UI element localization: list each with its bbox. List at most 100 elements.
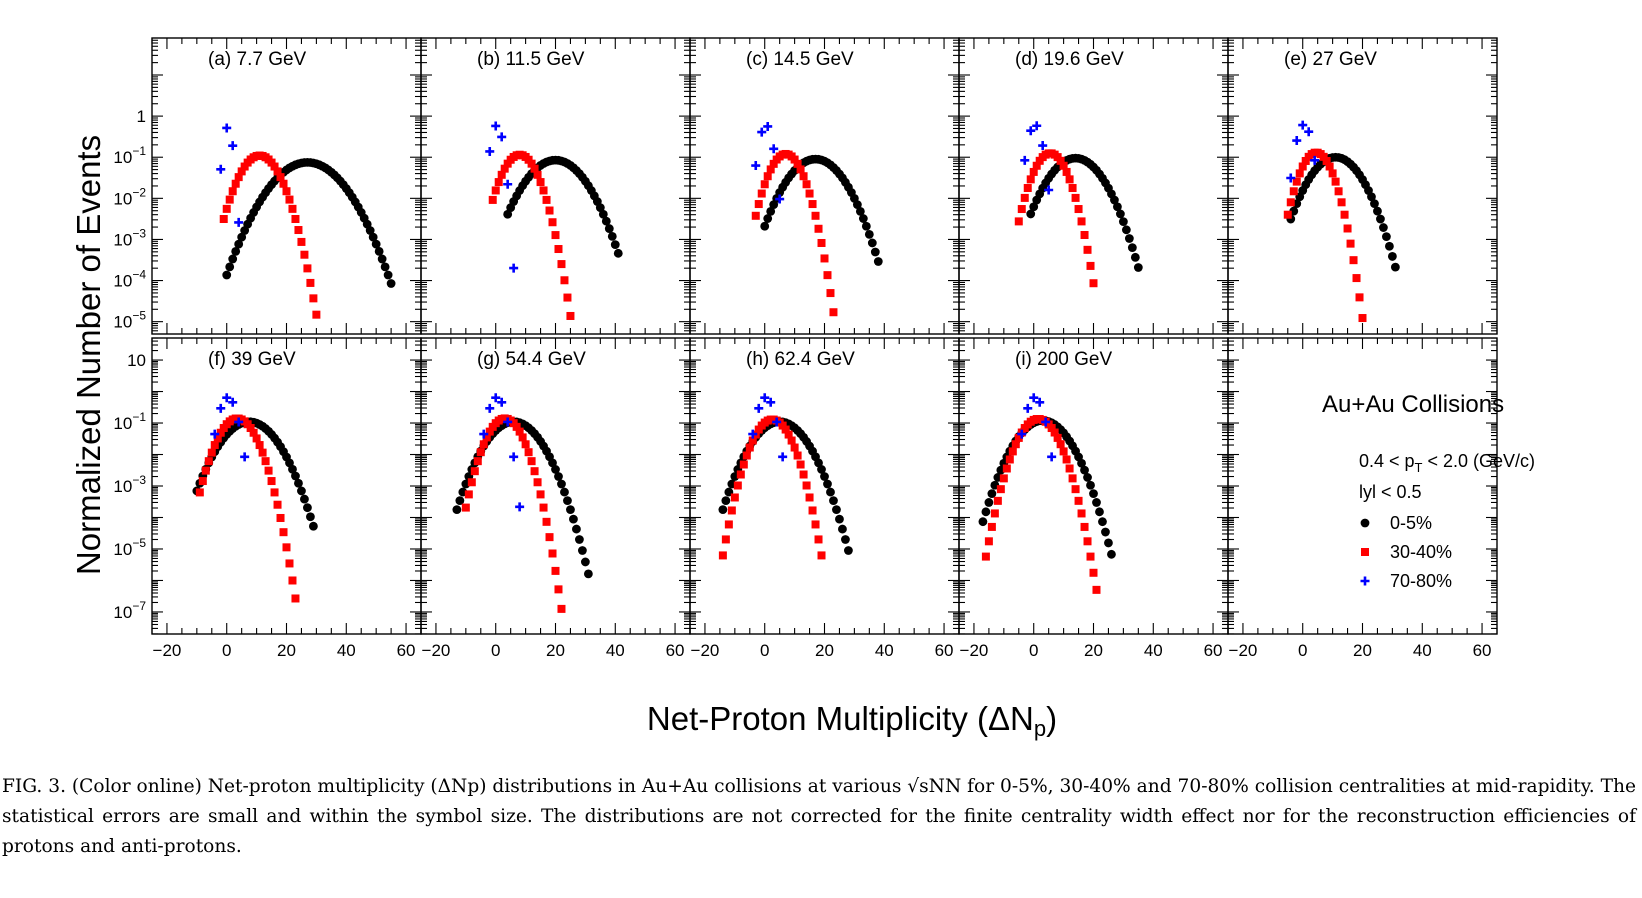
data-point [861, 221, 871, 231]
data-point [829, 308, 838, 317]
data-point [1005, 455, 1014, 464]
panel-label: (e) 27 GeV [1284, 49, 1377, 70]
data-point [273, 167, 282, 176]
data-point [1026, 209, 1036, 219]
data-point [491, 186, 500, 195]
data-point [978, 517, 988, 527]
x-tick-label: 20 [277, 641, 296, 660]
data-point [754, 403, 764, 413]
data-point [231, 246, 241, 256]
data-point [267, 477, 276, 486]
data-point [216, 428, 225, 437]
y-tick-label: 10−3 [113, 226, 146, 249]
data-point [1116, 209, 1125, 219]
data-point [539, 503, 548, 512]
series-0-5% [760, 154, 883, 266]
x-tick-label: 0 [760, 641, 769, 660]
series-70-80% [485, 121, 519, 273]
data-point [512, 422, 521, 431]
data-point [790, 443, 799, 452]
data-point [566, 311, 575, 320]
data-point [1373, 206, 1382, 216]
data-point [1095, 507, 1104, 517]
data-point [491, 393, 501, 403]
data-point [987, 489, 997, 499]
data-point [748, 429, 758, 439]
data-point [365, 226, 375, 235]
data-point [578, 546, 587, 555]
data-point [1008, 447, 1017, 456]
data-point [213, 434, 222, 443]
data-point [1298, 162, 1307, 171]
panel-border [958, 37, 1229, 335]
data-point [1355, 293, 1364, 302]
data-point [793, 451, 802, 460]
data-point [300, 250, 309, 259]
data-point [1059, 447, 1068, 456]
y-axis-title: Normalized Number of Events [70, 135, 107, 575]
data-point [264, 466, 273, 475]
data-point [294, 478, 303, 488]
panel-frame: −20 0 20 40 60 [1227, 337, 1498, 660]
data-point [1029, 167, 1038, 176]
data-point [724, 520, 733, 529]
panel-frame [1227, 37, 1498, 335]
data-point [763, 214, 773, 223]
legend-title: Au+Au Collisions [1322, 391, 1504, 418]
data-point [799, 470, 808, 479]
data-point [374, 246, 384, 256]
data-point [784, 430, 793, 439]
data-point [234, 417, 244, 427]
panel-frame: −20 0 20 40 60 [420, 337, 691, 660]
data-point [297, 237, 306, 246]
y-tick-label: 10−7 [113, 599, 146, 622]
data-point [1283, 210, 1292, 219]
data-point [551, 566, 560, 575]
data-point [775, 194, 785, 204]
data-point [1074, 205, 1083, 214]
data-point [222, 270, 232, 280]
panel-label: (h) 62.4 GeV [746, 349, 855, 370]
data-point [539, 186, 548, 195]
data-point [234, 173, 243, 182]
panel-label: (c) 14.5 GeV [746, 49, 854, 70]
series-0-5% [1026, 153, 1143, 272]
data-point [234, 239, 244, 249]
data-point [751, 161, 761, 171]
data-point [1118, 217, 1128, 227]
data-point [805, 493, 814, 502]
data-point [309, 521, 318, 531]
data-point [291, 471, 300, 481]
data-point [811, 520, 820, 529]
data-point [524, 448, 533, 457]
data-point [1092, 498, 1101, 507]
data-point [748, 436, 757, 445]
data-point [802, 180, 811, 189]
panel-label: (i) 200 GeV [1015, 349, 1112, 370]
data-point [1011, 440, 1020, 449]
data-point [1340, 210, 1349, 219]
data-point [285, 559, 294, 568]
data-point [557, 479, 566, 489]
data-point [580, 557, 590, 567]
figure-caption: FIG. 3. (Color online) Net-proton multip… [2, 772, 1636, 862]
data-point [231, 179, 240, 188]
data-point [607, 232, 617, 241]
data-point [518, 433, 527, 442]
data-point [1029, 393, 1039, 403]
data-point [470, 467, 479, 476]
data-point [1382, 232, 1391, 242]
data-point [467, 478, 476, 487]
data-point [545, 206, 554, 215]
data-point [557, 260, 566, 269]
data-point [503, 179, 513, 189]
data-point [1286, 198, 1295, 207]
data-point [288, 576, 297, 585]
x-tick-label: 0 [491, 641, 500, 660]
data-point [300, 494, 309, 504]
data-point [228, 187, 237, 196]
x-tick-label: 40 [875, 641, 894, 660]
data-point [1104, 538, 1113, 548]
data-point [554, 472, 563, 481]
data-point [730, 493, 739, 502]
